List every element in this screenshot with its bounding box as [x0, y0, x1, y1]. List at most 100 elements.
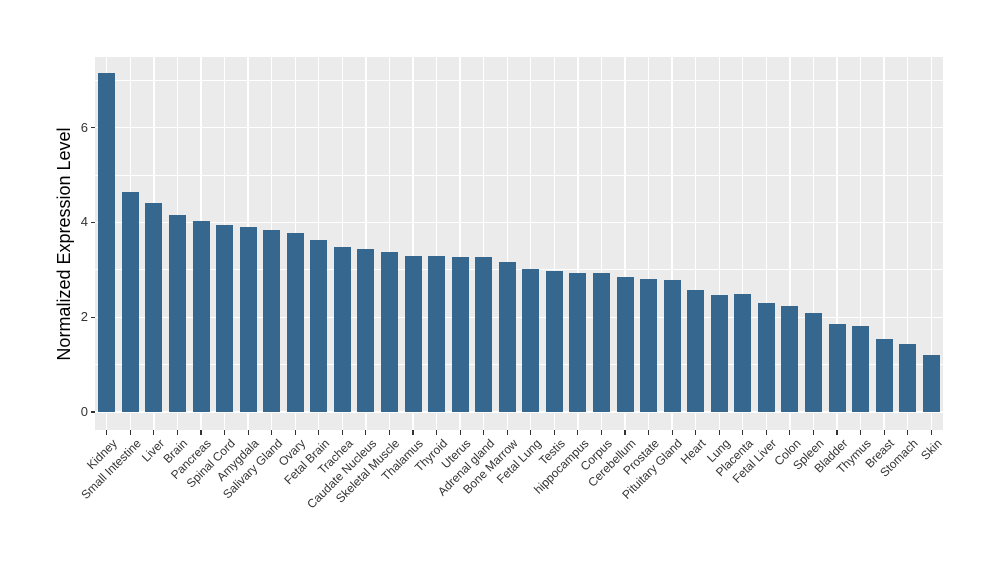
gridline-vertical — [883, 57, 885, 430]
x-tick-mark — [271, 430, 273, 435]
gridline-vertical — [600, 57, 603, 430]
bar — [781, 305, 799, 412]
x-tick-label: Heart — [678, 436, 709, 467]
x-tick-mark — [624, 430, 626, 435]
bar — [899, 344, 917, 412]
bar — [121, 192, 139, 412]
gridline-major — [95, 221, 943, 224]
x-tick-label: Skin — [918, 436, 945, 463]
x-tick-mark — [153, 430, 155, 435]
y-tick-label: 4 — [80, 214, 88, 230]
gridline-vertical — [412, 57, 414, 430]
x-tick-mark — [553, 430, 555, 435]
gridline-vertical — [812, 57, 815, 430]
gridline-minor — [95, 174, 943, 176]
y-tick-mark — [90, 127, 95, 129]
gridline-vertical — [930, 57, 932, 430]
gridline-vertical — [365, 57, 367, 430]
x-tick-mark — [294, 430, 296, 435]
bar — [216, 224, 234, 412]
x-tick-mark — [647, 430, 650, 435]
bar — [852, 326, 870, 412]
x-tick-mark — [695, 430, 697, 435]
gridline-vertical — [859, 57, 862, 430]
gridline-vertical — [553, 57, 556, 430]
x-tick-mark — [435, 430, 438, 435]
y-tick-mark — [90, 221, 95, 223]
gridline-vertical — [577, 57, 579, 430]
bar — [310, 240, 328, 412]
x-tick-label: Liver — [138, 436, 168, 465]
x-tick-mark — [106, 430, 108, 435]
bar — [168, 215, 186, 412]
bar — [922, 355, 940, 412]
bar — [498, 261, 516, 412]
bar — [569, 272, 587, 412]
gridline-vertical — [906, 57, 909, 430]
bar — [475, 256, 493, 412]
gridline-major — [95, 411, 943, 413]
y-tick-label: 6 — [80, 119, 88, 135]
x-tick-mark — [247, 430, 249, 435]
x-tick-mark — [859, 430, 862, 435]
bar — [263, 230, 281, 412]
bar — [687, 289, 705, 412]
bar — [734, 294, 752, 412]
x-tick-mark — [318, 430, 320, 435]
x-tick-mark — [365, 430, 367, 435]
bar — [828, 324, 846, 412]
gridline-vertical — [482, 57, 485, 430]
x-tick-mark — [530, 430, 532, 435]
bar — [804, 313, 822, 412]
x-tick-mark — [200, 430, 202, 435]
gridline-vertical — [789, 57, 791, 430]
gridline-vertical — [742, 57, 744, 430]
x-tick-mark — [341, 430, 343, 435]
plot-panel — [95, 57, 943, 430]
gridline-minor — [95, 364, 943, 365]
x-tick-mark — [577, 430, 579, 435]
gridline-vertical — [671, 57, 673, 430]
bar — [286, 232, 304, 412]
gridline-major — [95, 316, 943, 318]
bar — [545, 271, 563, 412]
y-tick-label: 2 — [80, 309, 88, 325]
bar — [592, 272, 610, 412]
x-tick-mark — [600, 430, 603, 435]
x-tick-mark — [176, 430, 179, 435]
x-tick-mark — [907, 430, 909, 435]
gridline-vertical — [435, 57, 438, 430]
gridline-vertical — [459, 57, 461, 430]
bar — [616, 277, 634, 412]
gridline-vertical — [765, 57, 768, 430]
x-tick-mark — [129, 430, 131, 435]
y-tick-mark — [90, 411, 95, 413]
x-tick-mark — [742, 430, 744, 435]
gridline-vertical — [388, 57, 391, 430]
bar — [145, 203, 163, 412]
bar — [380, 251, 398, 412]
x-tick-mark — [223, 430, 226, 435]
bar — [640, 278, 658, 412]
x-tick-mark — [765, 430, 767, 435]
x-tick-mark — [388, 430, 391, 435]
y-tick-mark — [90, 316, 95, 318]
x-tick-mark — [930, 430, 932, 435]
bar — [451, 256, 469, 412]
bar — [239, 227, 257, 412]
gridline-major — [95, 126, 943, 129]
bar — [757, 303, 775, 412]
x-tick-mark — [459, 430, 461, 435]
x-tick-mark — [836, 430, 838, 435]
gridline-vertical — [647, 57, 650, 430]
bar — [192, 221, 210, 412]
y-tick-label: 0 — [80, 404, 88, 419]
bar — [428, 255, 446, 412]
bar — [663, 279, 681, 412]
x-tick-mark — [718, 430, 720, 435]
gridline-vertical — [694, 57, 697, 430]
x-tick-mark — [883, 430, 885, 435]
bar — [404, 255, 422, 412]
gridline-minor — [95, 269, 943, 271]
